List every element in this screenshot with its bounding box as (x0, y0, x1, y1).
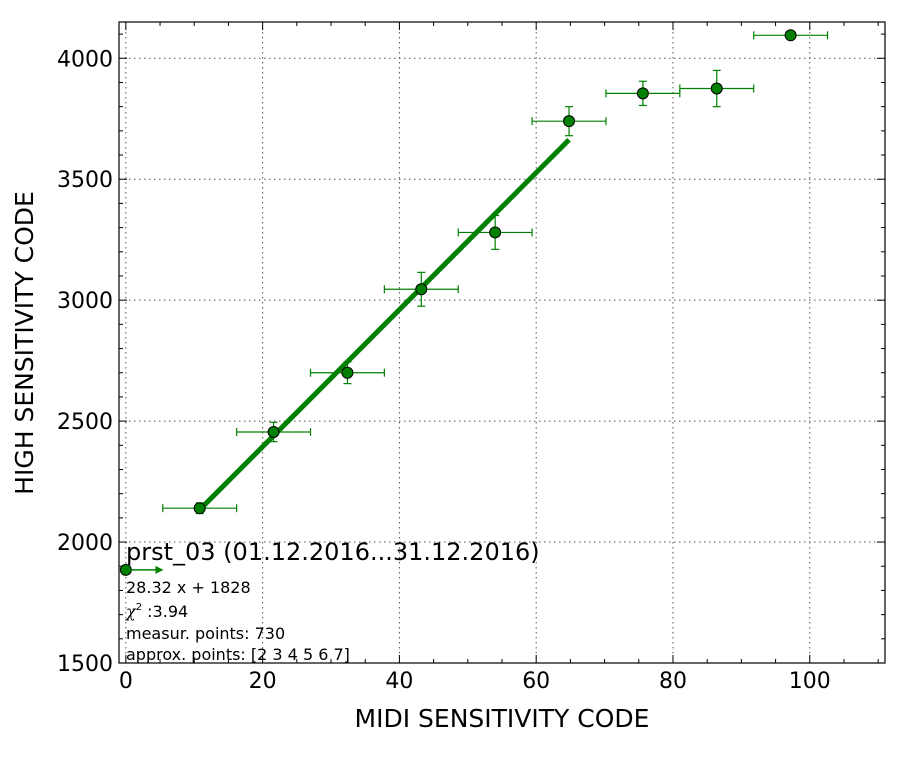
data-point (784, 29, 797, 42)
y-tick-label: 4000 (57, 47, 113, 72)
x-tick-label: 60 (522, 669, 550, 694)
data-point (341, 366, 354, 379)
grid (119, 22, 885, 663)
plot-frame (118, 21, 886, 664)
data-point (636, 87, 649, 100)
x-tick-label: 20 (249, 669, 277, 694)
y-tick-labels: 1500 2000 2500 3000 3500 4000 (57, 47, 113, 677)
y-tick-label: 3500 (57, 168, 113, 193)
y-tick-label: 3000 (57, 289, 113, 314)
y-tick-label: 1500 (57, 652, 113, 677)
x-tick-label: 80 (659, 669, 687, 694)
x-tick-labels: 0 20 40 60 80 100 (119, 669, 831, 694)
data-point (193, 502, 206, 515)
minor-ticks (119, 22, 885, 664)
annotation-equation: 28.32 x + 1828 (126, 578, 251, 597)
x-tick-label: 40 (385, 669, 413, 694)
data-point (710, 82, 723, 95)
x-tick-label: 100 (789, 669, 831, 694)
data-point (563, 115, 576, 128)
chi-superscript: 2 (136, 602, 142, 613)
annotation-chi-square: χ2 :3.94 (125, 602, 188, 621)
data-point (267, 425, 280, 438)
x-tick-label: 0 (119, 669, 133, 694)
y-tick-label: 2000 (57, 531, 113, 556)
y-axis-label: HIGH SENSITIVITY CODE (10, 191, 39, 495)
legend-arrow-head (155, 565, 164, 574)
fit-layer (197, 137, 571, 512)
annotation-measured-points: measur. points: 730 (126, 624, 285, 643)
y-tick-label: 2500 (57, 410, 113, 435)
data-point (489, 226, 502, 239)
annotation-approx-points: approx. points: [2 3 4 5 6 7] (126, 645, 350, 664)
fit-line (197, 137, 571, 512)
chi-symbol: χ (125, 602, 137, 621)
annotation-heading: prst_03 (01.12.2016...31.12.2016) (126, 538, 540, 566)
chi-value: :3.94 (142, 602, 188, 621)
data-points (119, 29, 797, 576)
legend-arrow-layer (125, 565, 164, 574)
x-axis-label: MIDI SENSITIVITY CODE (355, 704, 650, 733)
data-point (415, 283, 428, 296)
